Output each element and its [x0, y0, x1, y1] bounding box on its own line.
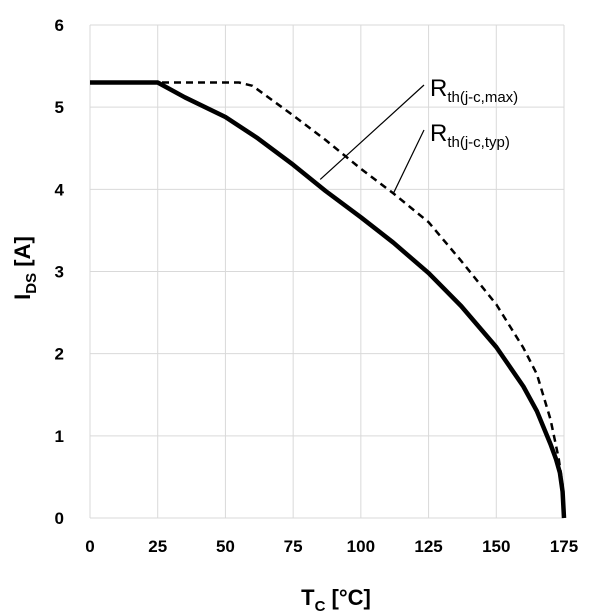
x-tick-label: 150 — [482, 537, 510, 556]
x-axis-title: TC [°C] — [301, 585, 371, 614]
grid — [89, 24, 565, 519]
series-line-rth-typ — [90, 81, 566, 519]
y-tick-label: 4 — [55, 180, 65, 199]
x-tick-label: 75 — [284, 537, 303, 556]
x-tick-label: 50 — [216, 537, 235, 556]
y-tick-label: 3 — [55, 263, 64, 282]
y-tick-label: 5 — [55, 98, 64, 117]
leader-line-rth-typ — [392, 129, 425, 194]
y-tick-label: 2 — [55, 345, 64, 364]
x-tick-label: 0 — [85, 537, 94, 556]
x-tick-label: 25 — [148, 537, 167, 556]
x-tick-label: 100 — [347, 537, 375, 556]
y-axis-title: IDS [A] — [10, 236, 40, 300]
leader-line-rth-max — [319, 84, 425, 180]
leader-lines — [319, 84, 425, 194]
y-tick-label: 1 — [55, 427, 64, 446]
annotation-rth-typ: Rth(j-c,typ) — [430, 120, 510, 151]
y-tick-label: 0 — [55, 509, 64, 528]
y-tick-labels: 0 1 2 3 4 5 6 — [55, 16, 65, 528]
x-tick-labels: 0 25 50 75 100 125 150 175 — [85, 537, 578, 556]
series-line-rth-max — [90, 80, 567, 519]
x-tick-label: 175 — [550, 537, 578, 556]
y-tick-label: 6 — [55, 16, 64, 35]
annotation-rth-max: Rth(j-c,max) — [430, 75, 518, 106]
series-group — [90, 80, 567, 519]
x-tick-label: 125 — [414, 537, 442, 556]
